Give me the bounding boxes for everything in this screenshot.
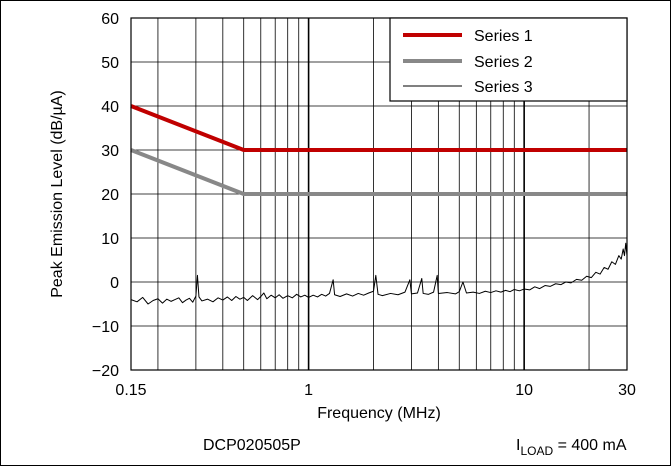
footer-load-value: = 400 mA (553, 437, 627, 454)
x-tick-label: 0.15 (115, 382, 146, 399)
y-tick-label: 10 (101, 231, 119, 248)
series-layer (130, 104, 628, 305)
footer-device-name: DCP020505P (203, 437, 301, 454)
legend-label-series-2: Series 2 (474, 54, 533, 71)
y-tick-label: 50 (101, 55, 119, 72)
legend-label-series-3: Series 3 (474, 79, 533, 96)
y-tick-label: 0 (110, 275, 119, 292)
x-tick-label: 10 (515, 382, 533, 399)
legend-label-series-1: Series 1 (474, 28, 533, 45)
legend: Series 1 Series 2 Series 3 (389, 17, 628, 102)
y-tick-label: 60 (101, 11, 119, 28)
series-line-1 (130, 104, 627, 152)
x-tick-label: 1 (304, 382, 313, 399)
y-tick-label: 40 (101, 99, 119, 116)
x-tick-labels: 0.15 1 10 30 (115, 382, 636, 399)
footer-load-symbol: I (516, 437, 520, 454)
series-line-2 (130, 148, 627, 196)
y-tick-label: −10 (92, 319, 119, 336)
y-axis-label: Peak Emission Level (dB/µA) (49, 90, 66, 298)
x-tick-label: 30 (618, 382, 636, 399)
y-tick-labels: 60 50 40 30 20 10 0 −10 −20 (92, 11, 119, 380)
footer-load-current: ILOAD = 400 mA (516, 437, 627, 458)
footer-load-subscript: LOAD (520, 444, 553, 458)
plot-border (130, 17, 628, 371)
y-tick-label: 30 (101, 143, 119, 160)
x-axis-label: Frequency (MHz) (317, 405, 441, 422)
series-line-3 (130, 242, 628, 305)
y-tick-label: 20 (101, 187, 119, 204)
y-tick-label: −20 (92, 363, 119, 380)
